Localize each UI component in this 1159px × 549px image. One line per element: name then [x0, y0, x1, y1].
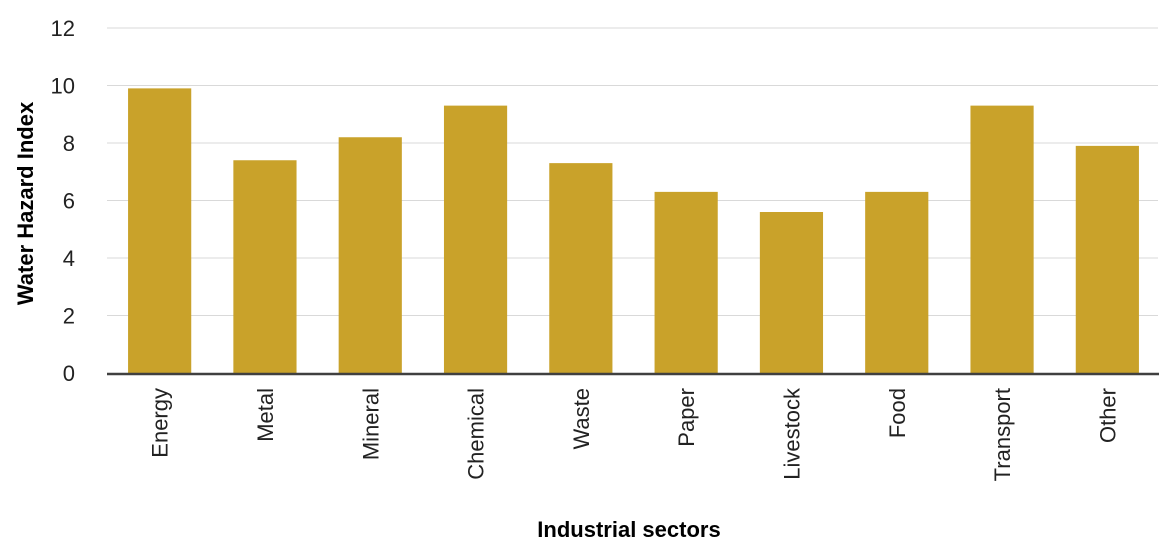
- y-tick-label: 2: [63, 304, 75, 329]
- bar-chemical: [443, 105, 508, 373]
- y-tick-label: 6: [63, 189, 75, 214]
- bar-other: [1075, 145, 1139, 373]
- bar-energy: [128, 88, 192, 373]
- x-tick-label: Metal: [253, 388, 278, 442]
- x-tick-label: Waste: [569, 388, 594, 450]
- x-tick-label: Mineral: [358, 388, 383, 460]
- y-axis-tick-labels: 0 2 4 6 8 10 12: [51, 16, 75, 386]
- bar-food: [865, 191, 929, 373]
- y-tick-label: 8: [63, 131, 75, 156]
- y-axis-title: Water Hazard Index: [13, 101, 38, 305]
- bar-paper: [654, 191, 718, 373]
- x-axis-title: Industrial sectors: [537, 517, 720, 542]
- x-tick-label: Other: [1095, 388, 1120, 443]
- x-axis-tick-labels: Energy Metal Mineral Chemical Waste Paper Live…: [148, 387, 1121, 481]
- bar-transport: [970, 105, 1034, 373]
- x-tick-label: Transport: [990, 388, 1015, 481]
- bar-metal: [233, 160, 297, 373]
- x-tick-label: Food: [885, 388, 910, 438]
- bar-livestock: [759, 212, 824, 373]
- bar-waste: [549, 163, 613, 373]
- y-tick-label: 10: [51, 74, 75, 99]
- bars: [128, 88, 1139, 373]
- x-tick-label: Chemical: [464, 388, 489, 480]
- y-tick-label: 0: [63, 361, 75, 386]
- x-tick-label: Energy: [148, 388, 173, 458]
- y-tick-label: 4: [63, 246, 75, 271]
- y-tick-label: 12: [51, 16, 75, 41]
- bar-mineral: [338, 137, 402, 373]
- x-tick-label: Livestock: [779, 387, 804, 480]
- x-tick-label: Paper: [674, 388, 699, 447]
